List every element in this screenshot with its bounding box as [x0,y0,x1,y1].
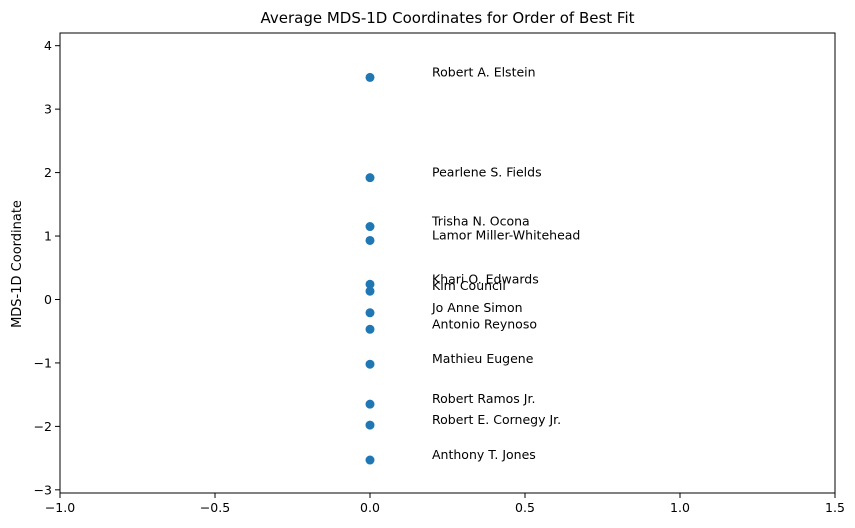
y-tick-label: 2 [44,165,52,180]
point-label: Trisha N. Ocona [431,214,530,229]
point-label: Lamor Miller-Whitehead [432,227,580,242]
point-label: Jo Anne Simon [431,300,523,315]
x-tick-label: −1.0 [45,500,75,515]
data-point [365,399,375,409]
point-label: Mathieu Eugene [432,351,534,366]
data-point [365,279,375,289]
point-label: Pearlene S. Fields [432,165,542,180]
y-tick-label: −2 [34,419,52,434]
x-tick-label: −0.5 [200,500,230,515]
point-label: Robert A. Elstein [432,64,536,79]
data-point [365,359,375,369]
data-point [365,173,375,183]
data-point [365,324,375,334]
y-tick-label: 0 [44,292,52,307]
point-label: Anthony T. Jones [432,447,536,462]
x-tick-label: 1.0 [670,500,690,515]
point-label: Kim Council [432,278,506,293]
point-label: Robert E. Cornegy Jr. [432,412,561,427]
plot-frame [59,32,836,494]
x-tick-label: 1.5 [825,500,845,515]
y-tick-label: 4 [44,38,52,53]
y-tick-label: 3 [44,102,52,117]
data-point [365,308,375,318]
x-tick-label: 0.0 [360,500,380,515]
point-label: Khari O. Edwards [432,271,539,286]
y-tick-label: 1 [44,229,52,244]
y-tick-label: −3 [34,482,52,497]
plot-area: −1.0 −0.5 0.0 0.5 1.0 1.5 −3 −2 −1 0 1 2 3 4 Robert A.… [34,38,845,515]
data-point [365,235,375,245]
data-point [365,420,375,430]
data-point [365,286,375,296]
y-axis-label: MDS-1D Coordinate [10,200,25,328]
data-point [365,222,375,232]
point-label: Robert Ramos Jr. [432,391,535,406]
chart-title: Average MDS-1D Coordinates for Order of … [260,9,634,27]
y-tick-label: −1 [34,355,52,370]
point-label: Antonio Reynoso [432,316,537,331]
data-point [365,455,375,465]
data-point [365,72,375,82]
x-tick-label: 0.5 [515,500,535,515]
